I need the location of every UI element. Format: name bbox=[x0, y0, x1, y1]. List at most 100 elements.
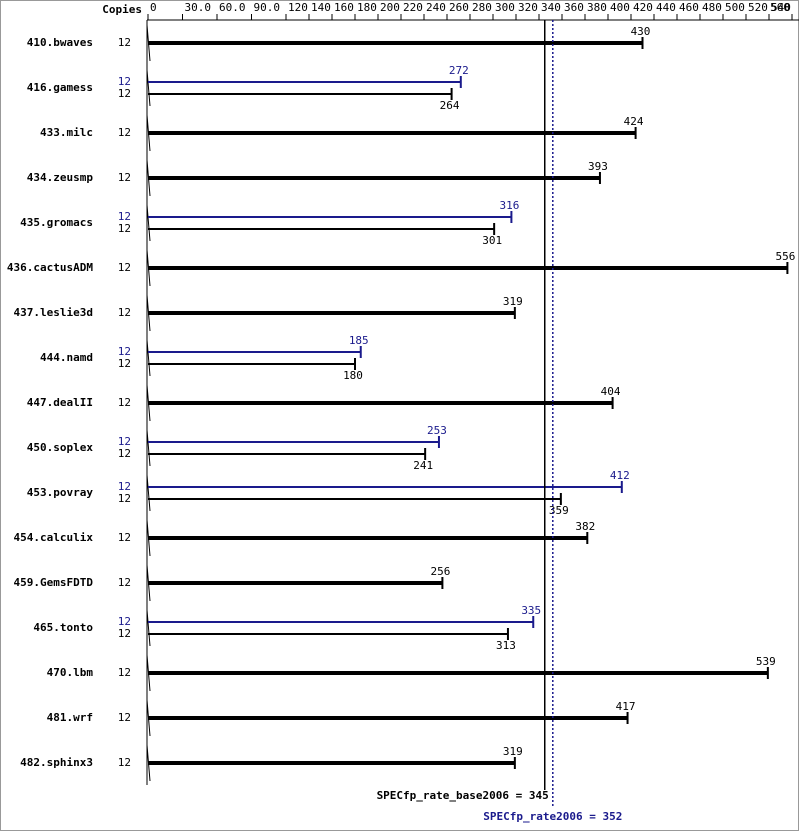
row-divider bbox=[146, 204, 151, 242]
category-label: 470.lbm bbox=[47, 666, 94, 679]
x-tick-label: 120 bbox=[288, 1, 308, 14]
x-tick-label: 540 bbox=[771, 1, 791, 14]
value-label: 256 bbox=[430, 565, 450, 578]
value-label: 319 bbox=[503, 295, 523, 308]
category-label: 410.bwaves bbox=[27, 36, 93, 49]
value-label: 393 bbox=[588, 160, 608, 173]
category-label: 481.wrf bbox=[47, 711, 93, 724]
value-label: 241 bbox=[413, 459, 433, 472]
copies-label: 12 bbox=[118, 666, 131, 679]
row-divider bbox=[146, 609, 151, 647]
category-label: 444.namd bbox=[40, 351, 93, 364]
x-tick-label: 220 bbox=[403, 1, 423, 14]
x-tick-label: 260 bbox=[449, 1, 469, 14]
x-tick-label: 300 bbox=[495, 1, 515, 14]
category-label: 435.gromacs bbox=[20, 216, 93, 229]
reference-label: SPECfp_rate_base2006 = 345 bbox=[377, 789, 549, 802]
x-tick-label: 30.0 bbox=[185, 1, 212, 14]
category-label: 454.calculix bbox=[14, 531, 94, 544]
x-tick-label: 360 bbox=[564, 1, 584, 14]
row-divider bbox=[146, 474, 151, 512]
row-divider bbox=[146, 339, 151, 377]
x-tick-label: 440 bbox=[656, 1, 676, 14]
category-label: 447.dealII bbox=[27, 396, 93, 409]
copies-label: 12 bbox=[118, 210, 131, 223]
x-tick-label: 60.0 bbox=[219, 1, 246, 14]
category-label: 453.povray bbox=[27, 486, 94, 499]
value-label: 412 bbox=[610, 469, 630, 482]
x-tick-label: 380 bbox=[587, 1, 607, 14]
x-tick-label: 280 bbox=[472, 1, 492, 14]
x-tick-label: 340 bbox=[541, 1, 561, 14]
copies-label: 12 bbox=[118, 36, 131, 49]
category-label: 433.milc bbox=[40, 126, 93, 139]
value-label: 253 bbox=[427, 424, 447, 437]
reference-label: SPECfp_rate2006 = 352 bbox=[483, 810, 622, 823]
copies-header: Copies bbox=[102, 3, 142, 16]
copies-label: 12 bbox=[118, 447, 131, 460]
x-tick-label: 460 bbox=[679, 1, 699, 14]
value-label: 424 bbox=[624, 115, 644, 128]
copies-label: 12 bbox=[118, 306, 131, 319]
copies-label: 12 bbox=[118, 480, 131, 493]
x-tick-label: 480 bbox=[702, 1, 722, 14]
copies-label: 12 bbox=[118, 396, 131, 409]
x-tick-label: 140 bbox=[311, 1, 331, 14]
copies-label: 12 bbox=[118, 576, 131, 589]
x-tick-label: 420 bbox=[633, 1, 653, 14]
value-label: 430 bbox=[631, 25, 651, 38]
value-label: 264 bbox=[440, 99, 460, 112]
value-label: 180 bbox=[343, 369, 363, 382]
x-tick-label: 500 bbox=[725, 1, 745, 14]
x-tick-label: 520 bbox=[748, 1, 768, 14]
x-tick-label: 400 bbox=[610, 1, 630, 14]
copies-label: 12 bbox=[118, 75, 131, 88]
x-tick-label: 180 bbox=[357, 1, 377, 14]
row-divider bbox=[146, 429, 151, 467]
copies-label: 12 bbox=[118, 531, 131, 544]
copies-label: 12 bbox=[118, 222, 131, 235]
value-label: 382 bbox=[575, 520, 595, 533]
category-label: 450.soplex bbox=[27, 441, 94, 454]
category-label: 482.sphinx3 bbox=[20, 756, 93, 769]
copies-label: 12 bbox=[118, 435, 131, 448]
copies-label: 12 bbox=[118, 711, 131, 724]
value-label: 185 bbox=[349, 334, 369, 347]
copies-label: 12 bbox=[118, 627, 131, 640]
value-label: 301 bbox=[482, 234, 502, 247]
value-label: 417 bbox=[616, 700, 636, 713]
copies-label: 12 bbox=[118, 261, 131, 274]
category-label: 465.tonto bbox=[33, 621, 93, 634]
value-label: 539 bbox=[756, 655, 776, 668]
value-label: 404 bbox=[601, 385, 621, 398]
copies-label: 12 bbox=[118, 756, 131, 769]
category-label: 437.leslie3d bbox=[14, 306, 93, 319]
value-label: 313 bbox=[496, 639, 516, 652]
value-label: 316 bbox=[499, 199, 519, 212]
copies-label: 12 bbox=[118, 171, 131, 184]
copies-label: 12 bbox=[118, 345, 131, 358]
x-tick-label: 90.0 bbox=[254, 1, 281, 14]
copies-label: 12 bbox=[118, 126, 131, 139]
category-label: 416.gamess bbox=[27, 81, 93, 94]
copies-label: 12 bbox=[118, 492, 131, 505]
value-label: 319 bbox=[503, 745, 523, 758]
copies-label: 12 bbox=[118, 615, 131, 628]
x-tick-label: 560 bbox=[770, 1, 790, 14]
x-tick-label: 320 bbox=[518, 1, 538, 14]
x-tick-label: 160 bbox=[334, 1, 354, 14]
value-label: 359 bbox=[549, 504, 569, 517]
row-divider bbox=[146, 69, 151, 107]
category-label: 436.cactusADM bbox=[7, 261, 93, 274]
value-label: 556 bbox=[775, 250, 795, 263]
x-tick-label: 200 bbox=[380, 1, 400, 14]
x-tick-label: 0 bbox=[150, 1, 157, 14]
value-label: 272 bbox=[449, 64, 469, 77]
category-label: 434.zeusmp bbox=[27, 171, 94, 184]
copies-label: 12 bbox=[118, 87, 131, 100]
value-label: 335 bbox=[521, 604, 541, 617]
x-tick-label: 240 bbox=[426, 1, 446, 14]
copies-label: 12 bbox=[118, 357, 131, 370]
